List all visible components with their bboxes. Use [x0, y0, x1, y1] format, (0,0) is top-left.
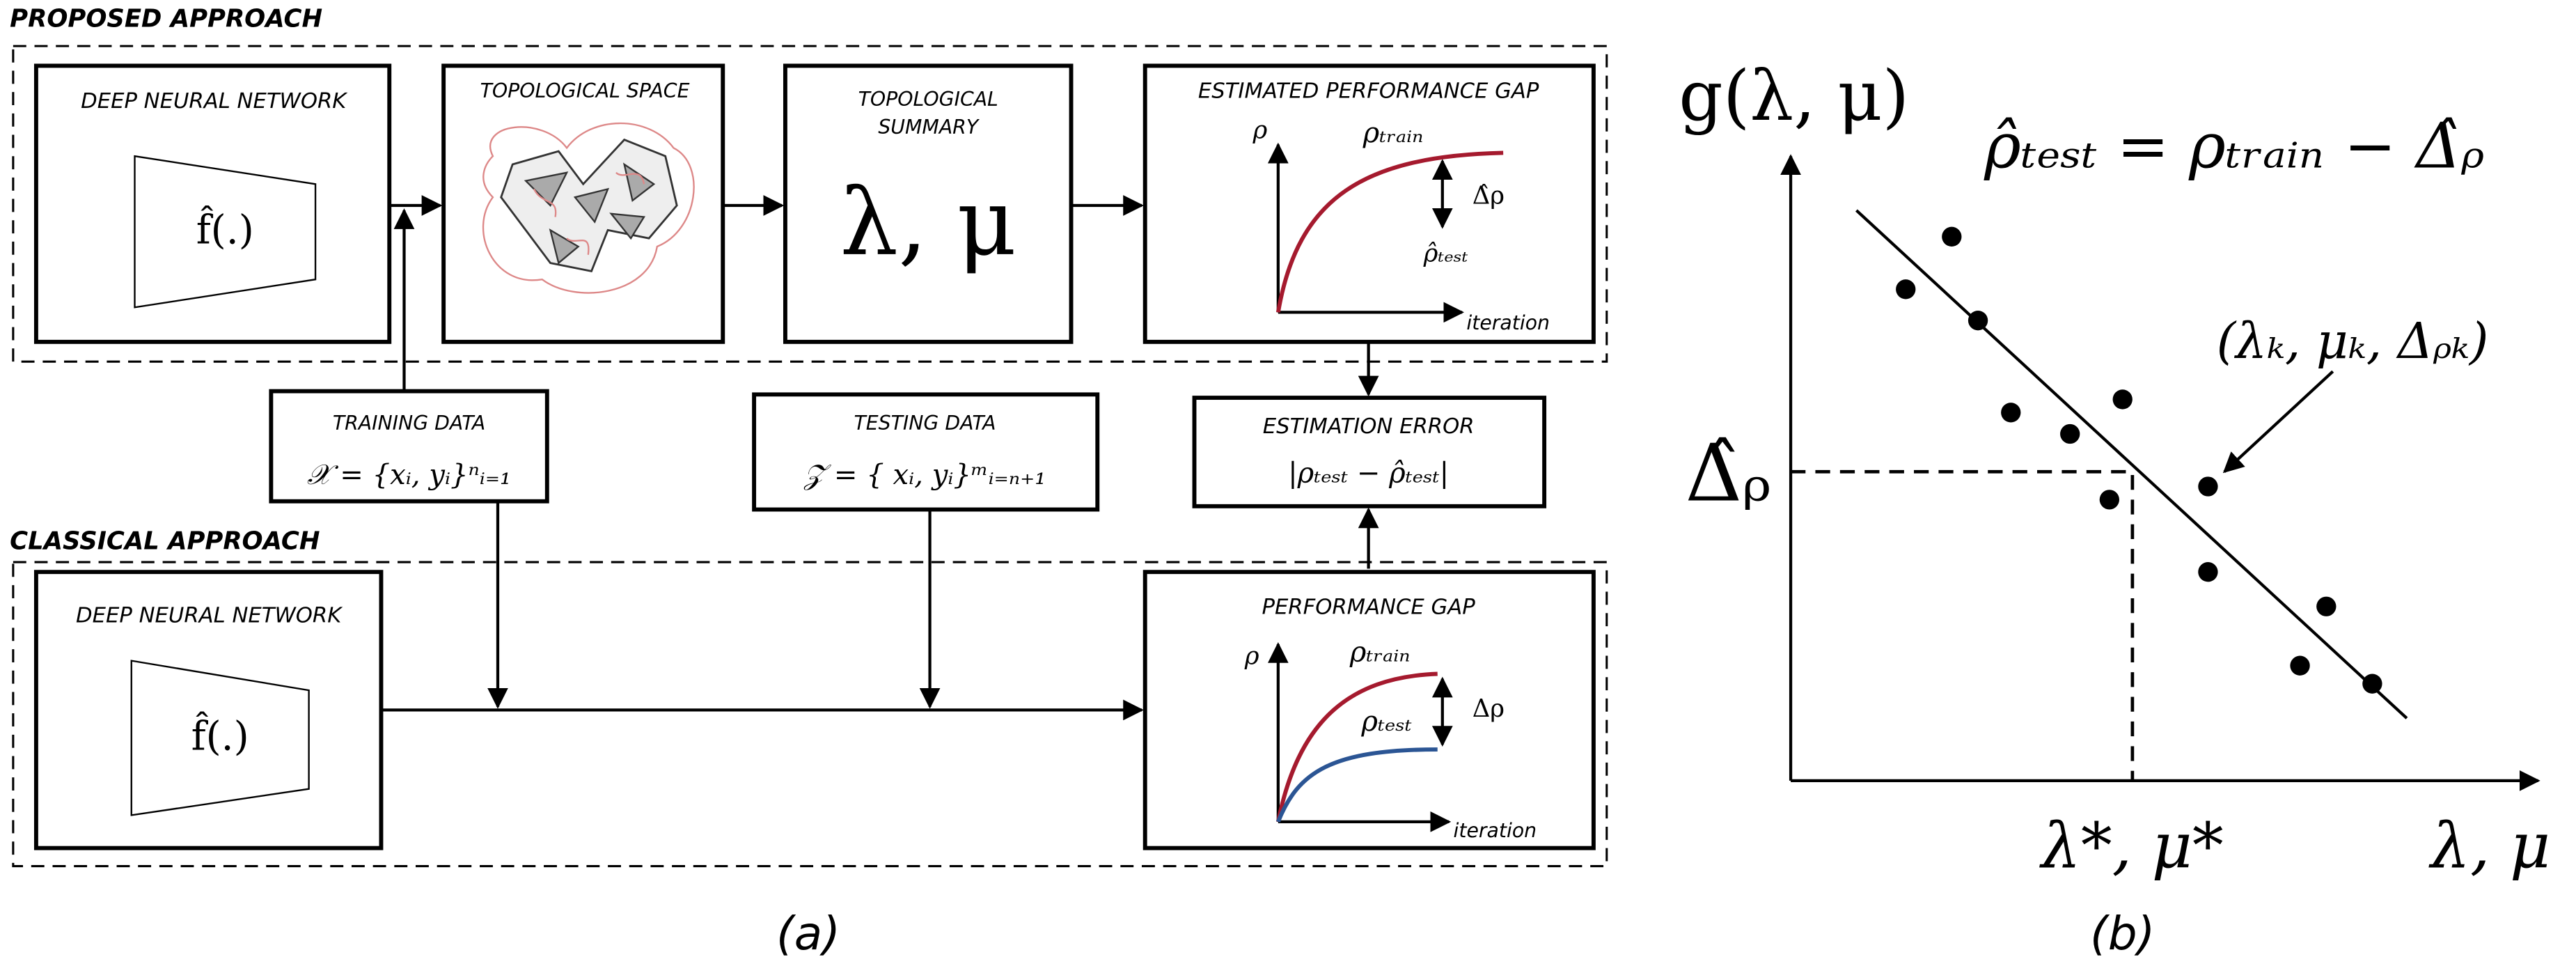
axis-label: iteration: [1454, 819, 1537, 842]
error-box: [1192, 396, 1547, 508]
curve-label: ρₜᵣₐᵢₙ: [1362, 117, 1424, 149]
formula: 𝒳 = {xᵢ, yᵢ}ⁿᵢ₌₁: [307, 459, 511, 491]
x-star-label: λ*, μ*: [2039, 811, 2224, 883]
estimated-gap-box: [1142, 63, 1596, 344]
function-label: f̂(.): [196, 205, 254, 253]
dnn-box: [33, 63, 392, 344]
train-curve: [1275, 150, 1504, 313]
box-title: TRAINING DATA: [333, 412, 485, 435]
box-title: PERFORMANCE GAP: [1262, 596, 1475, 620]
testing-box: [752, 392, 1100, 512]
train-curve: [1275, 671, 1438, 823]
axis-label: ρ: [1252, 116, 1267, 144]
axis-label: ρ: [1244, 641, 1259, 670]
box-title: SUMMARY: [878, 116, 980, 139]
summary-symbol: λ, μ: [840, 169, 1016, 277]
axis-label: λ, μ: [2428, 811, 2550, 883]
projection: [1791, 469, 2135, 781]
formula: 𝒵 = { xᵢ, yᵢ}ᵐᵢ₌ₙ₊₁: [803, 459, 1046, 491]
box-title: DEEP NEURAL NETWORK: [76, 603, 343, 628]
axis-label: iteration: [1466, 311, 1550, 334]
box-title: TOPOLOGICAL: [858, 88, 998, 111]
summary-box: [783, 63, 1074, 344]
complex-illustration: [482, 122, 695, 294]
box-title: ESTIMATED PERFORMANCE GAP: [1198, 79, 1539, 104]
training-box: [269, 389, 549, 504]
formula: |ρₜₑₛₜ − ρ̂ₜₑₛₜ|: [1288, 457, 1449, 489]
scatter-points: [1896, 226, 2382, 694]
box-title: TOPOLOGICAL SPACE: [480, 79, 690, 102]
section-title: PROPOSED APPROACH: [10, 4, 322, 33]
estimate-label: ρ̂ₜₑₛₜ: [1423, 239, 1468, 267]
box-title: TESTING DATA: [854, 412, 996, 435]
gap-label: Δρ: [1472, 694, 1505, 723]
function-label: f̂(.): [191, 711, 249, 759]
section-frame: [12, 561, 1608, 868]
arrow: [2222, 370, 2334, 474]
network-shape: [130, 660, 310, 816]
point-label: (λₖ, μₖ, Δᵨₖ): [2217, 312, 2489, 370]
equation: ρ̂ₜₑₛₜ = ρₜᵣₐᵢₙ − Δ̂ᵨ: [1984, 110, 2484, 182]
test-curve: [1276, 747, 1438, 823]
estimate-label: Δ̂ᵨ: [1686, 428, 1772, 520]
caption: (b): [2090, 907, 2155, 960]
caption: (a): [776, 907, 840, 960]
gap-label: Δ̂ρ: [1472, 182, 1505, 210]
gap-box: [1142, 570, 1596, 850]
regression-line: [1855, 209, 2408, 719]
curve-label: ρₜₑₛₜ: [1360, 706, 1412, 738]
section-frame: [12, 45, 1608, 363]
curve-label: ρₜᵣₐᵢₙ: [1349, 637, 1411, 669]
section-title: CLASSICAL APPROACH: [10, 527, 320, 556]
network-shape: [134, 155, 317, 309]
box-title: DEEP NEURAL NETWORK: [81, 89, 348, 114]
box-title: ESTIMATION ERROR: [1263, 414, 1475, 439]
axis-label: g(λ, μ): [1679, 56, 1909, 137]
